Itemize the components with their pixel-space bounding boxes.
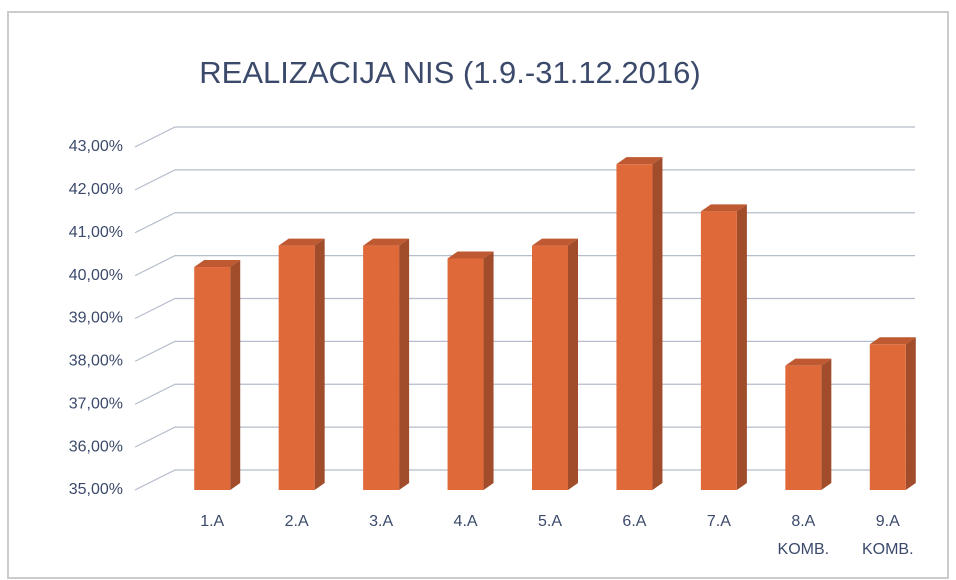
bar (700, 204, 747, 490)
x-tick-label: 8.A KOMB. (778, 513, 830, 558)
bar-front (194, 267, 231, 490)
bar-top (869, 337, 916, 345)
bar (194, 260, 241, 490)
bar-front (785, 365, 822, 490)
bar-top (616, 157, 663, 165)
bar (616, 157, 663, 490)
bar-side (314, 238, 325, 490)
y-tick-label: 40,00% (69, 267, 123, 284)
x-tick-label: 2.A (285, 513, 309, 530)
bar-side (652, 157, 663, 490)
bar (785, 358, 832, 490)
bar (869, 337, 916, 490)
grid-line (134, 340, 915, 362)
bar-top (363, 238, 410, 246)
x-tick-label: 4.A (454, 513, 478, 530)
x-tick-label: 1.A (200, 513, 224, 530)
bar (363, 238, 410, 490)
bar-front (363, 245, 400, 490)
grid-line (134, 212, 915, 234)
bar (278, 238, 325, 490)
bar-front (532, 245, 568, 490)
x-tick-label: 7.A (707, 513, 731, 530)
grid-line (134, 169, 915, 191)
x-tick-label: 9.A KOMB. (862, 513, 914, 558)
bar-top (278, 238, 325, 246)
bar (447, 251, 494, 490)
bar-side (399, 238, 410, 490)
y-tick-label: 42,00% (69, 181, 123, 198)
grid-line (134, 383, 915, 405)
bar-front (447, 258, 484, 490)
grid-line (134, 126, 915, 148)
bar-side (821, 358, 832, 490)
grid-line (134, 297, 915, 320)
bar-top (532, 238, 578, 246)
bar-top (785, 358, 832, 366)
bar-side (736, 204, 747, 490)
grid-line (134, 255, 915, 277)
y-tick-label: 38,00% (69, 353, 123, 370)
bar-front (869, 344, 906, 490)
x-tick-label: 5.A (538, 513, 562, 530)
x-tick-label: 3.A (369, 513, 393, 530)
y-tick-label: 36,00% (69, 438, 123, 455)
x-tick-label: 6.A (622, 513, 646, 530)
grid-line (134, 469, 915, 491)
y-tick-label: 35,00% (69, 481, 123, 498)
bar-front (700, 211, 737, 490)
bar-front (278, 245, 315, 490)
bar-top (447, 251, 494, 259)
bar-side (568, 238, 578, 490)
y-tick-label: 43,00% (69, 138, 123, 155)
grid-line (134, 426, 915, 448)
bar-top (194, 260, 241, 268)
bar-side (905, 337, 916, 490)
chart-title: REALIZACIJA NIS (1.9.-31.12.2016) (199, 55, 700, 90)
bar-front (616, 164, 653, 490)
y-tick-label: 39,00% (69, 310, 123, 327)
bar (532, 238, 578, 490)
bar-side (483, 251, 494, 490)
bar-side (230, 260, 241, 490)
bar-top (700, 204, 747, 212)
y-tick-label: 41,00% (69, 224, 123, 241)
y-tick-label: 37,00% (69, 395, 123, 412)
